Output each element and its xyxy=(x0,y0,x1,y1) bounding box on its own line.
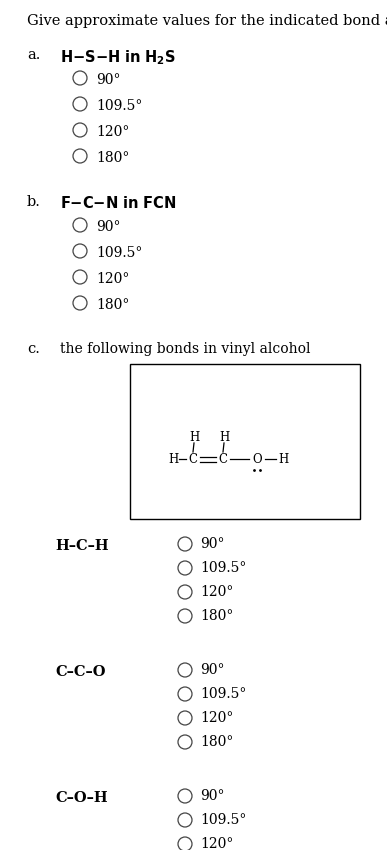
Text: C–C–O: C–C–O xyxy=(55,665,106,679)
Text: H–C–H: H–C–H xyxy=(55,539,109,553)
Text: the following bonds in vinyl alcohol: the following bonds in vinyl alcohol xyxy=(60,342,310,356)
Text: 120°: 120° xyxy=(200,585,233,599)
Text: a.: a. xyxy=(27,48,40,62)
Text: 120°: 120° xyxy=(200,711,233,725)
Text: 180°: 180° xyxy=(96,298,129,312)
Text: 109.5°: 109.5° xyxy=(200,813,247,827)
Text: 90°: 90° xyxy=(200,789,224,803)
Text: H: H xyxy=(189,430,199,444)
Text: 120°: 120° xyxy=(96,125,129,139)
Text: 180°: 180° xyxy=(96,151,129,165)
Text: c.: c. xyxy=(27,342,40,356)
Text: 180°: 180° xyxy=(200,735,233,749)
Text: C: C xyxy=(219,452,228,466)
Text: 109.5°: 109.5° xyxy=(200,561,247,575)
Text: 180°: 180° xyxy=(200,609,233,623)
Text: b.: b. xyxy=(27,195,41,209)
Text: $\bf{H}$$\bf{-}$$\bf{S}$$\bf{-}$$\bf{H}$$\bf{\ in\ H_2S}$: $\bf{H}$$\bf{-}$$\bf{S}$$\bf{-}$$\bf{H}$… xyxy=(60,48,176,66)
Bar xyxy=(130,364,360,519)
Text: H: H xyxy=(168,452,178,466)
Text: 90°: 90° xyxy=(96,73,120,87)
Text: H: H xyxy=(219,430,229,444)
Text: 120°: 120° xyxy=(96,272,129,286)
Text: 90°: 90° xyxy=(200,663,224,677)
Text: Give approximate values for the indicated bond angles.: Give approximate values for the indicate… xyxy=(27,14,387,28)
Text: 90°: 90° xyxy=(96,220,120,234)
Text: H: H xyxy=(278,452,288,466)
Text: 109.5°: 109.5° xyxy=(200,687,247,701)
Text: $\bf{F}$$\bf{-}$$\bf{C}$$\bf{-}$$\bf{N}$$\bf{\ in\ FCN}$: $\bf{F}$$\bf{-}$$\bf{C}$$\bf{-}$$\bf{N}$… xyxy=(60,195,176,211)
Text: C: C xyxy=(188,452,197,466)
Text: O: O xyxy=(252,452,262,466)
Text: 120°: 120° xyxy=(200,837,233,850)
Text: 109.5°: 109.5° xyxy=(96,99,142,113)
Text: C–O–H: C–O–H xyxy=(55,791,108,805)
Text: 109.5°: 109.5° xyxy=(96,246,142,260)
Text: 90°: 90° xyxy=(200,537,224,551)
